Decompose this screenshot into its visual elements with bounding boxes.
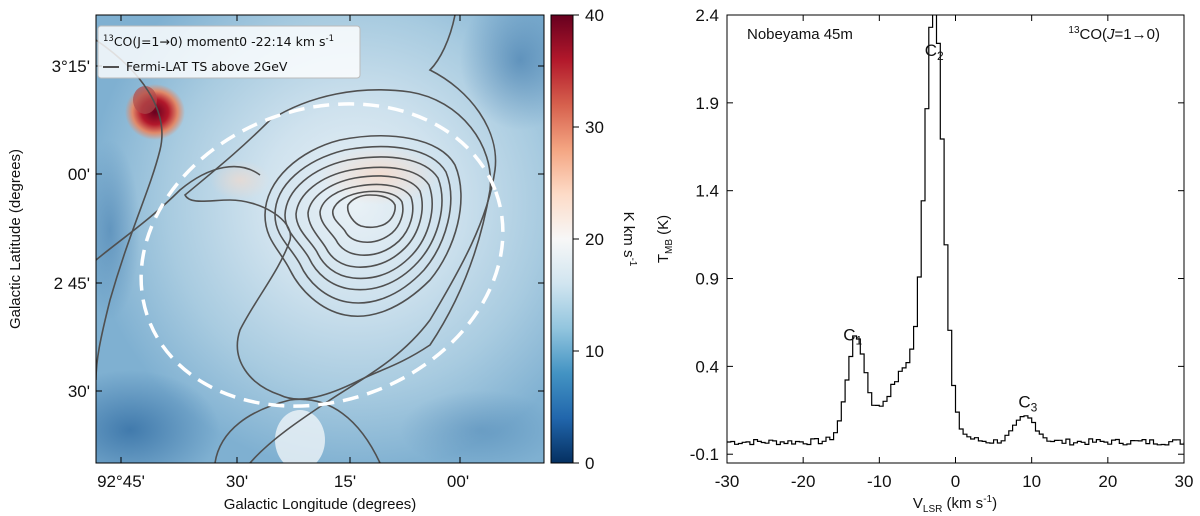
spectrum-annotation: 13CO(J=1→0) <box>1068 25 1160 43</box>
spectrum-title: Nobeyama 45m <box>747 26 853 43</box>
spectrum-x-tick: -10 <box>867 472 892 491</box>
spectrum-x-tick: -30 <box>715 472 740 491</box>
co-intensity-map <box>96 15 544 463</box>
spectrum-x-tick: 0 <box>951 472 960 491</box>
spectrum-y-label: TMB (K) <box>655 215 675 263</box>
component-label: C2 <box>925 41 944 63</box>
spectrum-panel: -30 -20 -10 0 10 20 30 -0.1 0.4 0.9 1.4 1.9 2.4 C1 C2… <box>655 6 1194 515</box>
spectrum-y-tick: 2.4 <box>695 6 719 25</box>
map-x-tick: 00' <box>447 472 469 491</box>
spectrum-x-tick: 20 <box>1098 472 1117 491</box>
contour-5 <box>295 166 433 280</box>
map-x-tick: 30' <box>226 472 248 491</box>
spectrum-line <box>727 15 1184 446</box>
spectrum-y-tick: -0.1 <box>690 445 719 464</box>
map-legend: 13CO(J=1→0) moment0 -22:14 km s-1 Fermi-… <box>97 25 361 79</box>
map-frame <box>95 14 545 464</box>
spectrum-y-tick: 0.9 <box>695 270 719 289</box>
contour-8 <box>331 190 404 244</box>
spectrum-x-tick: 10 <box>1022 472 1041 491</box>
colorbar-label: K km s-1 <box>620 212 638 267</box>
spectrum-x-tick: -20 <box>791 472 816 491</box>
colorbar-tick: 20 <box>585 230 604 249</box>
component-label: C3 <box>1018 393 1037 415</box>
contour-outer-3 <box>96 165 261 261</box>
colorbar-tick: 30 <box>585 118 604 137</box>
map-y-tick: 3°15' <box>52 57 90 76</box>
contour-7 <box>319 183 414 256</box>
spectrum-x-tick: 30 <box>1175 472 1194 491</box>
map-y-tick: 2 45' <box>54 274 90 293</box>
spectrum-y-tick: 1.9 <box>695 94 719 113</box>
contour-2 <box>264 135 462 317</box>
map-panel: 92°45' 30' 15' 00' 3°15' 00' 2 45' 30' G… <box>7 6 638 513</box>
colorbar-tick: 40 <box>585 6 604 25</box>
contour-4 <box>284 156 443 291</box>
spectrum-y-tick: 0.4 <box>695 357 719 376</box>
map-x-tick: 92°45' <box>97 472 145 491</box>
colorbar: 40 30 20 10 0 K km s-1 <box>550 6 638 473</box>
map-y-label: Galactic Latitude (degrees) <box>7 149 24 329</box>
map-y-tick: 30' <box>68 382 90 401</box>
contour-9 <box>346 194 396 229</box>
map-x-label: Galactic Longitude (degrees) <box>224 496 417 513</box>
contour-6 <box>307 175 423 268</box>
map-y-tick: 00' <box>68 165 90 184</box>
spectrum-ticks <box>726 14 1185 463</box>
legend-entry-fermi: Fermi-LAT TS above 2GeV <box>126 59 288 74</box>
fermi-ts-contours <box>96 15 497 463</box>
map-x-tick: 15' <box>334 472 356 491</box>
legend-entry-co: 13CO(J=1→0) moment0 -22:14 km s-1 <box>103 34 334 49</box>
contour-lower <box>214 398 381 463</box>
source-ellipse <box>139 102 505 408</box>
component-labels: C1 C2 C3 <box>843 41 1037 414</box>
spectrum-tick-labels: -30 -20 -10 0 10 20 30 -0.1 0.4 0.9 1.4 1.9 2.4 <box>690 6 1194 491</box>
colorbar-tick: 10 <box>585 342 604 361</box>
spectrum-y-tick: 1.4 <box>695 182 719 201</box>
contour-1 <box>184 89 492 400</box>
contour-3 <box>274 145 452 304</box>
colorbar-tick: 0 <box>585 454 594 473</box>
contour-outer-1 <box>96 39 163 381</box>
spectrum-x-label: VLSR (km s-1) <box>913 494 997 515</box>
component-label: C1 <box>843 326 862 348</box>
